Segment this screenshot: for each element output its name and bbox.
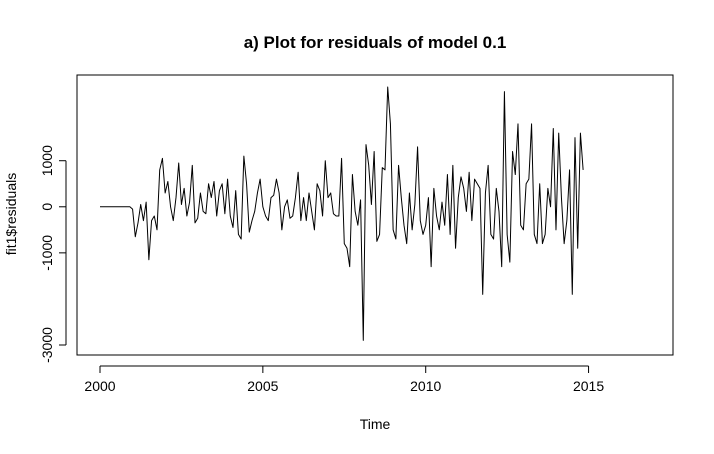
y-axis: -3000 -1000 0 1000 (39, 145, 67, 363)
chart-title: a) Plot for residuals of model 0.1 (244, 33, 507, 52)
x-axis-label: Time (360, 416, 391, 432)
x-tick-label: 2000 (84, 378, 115, 394)
y-tick-label: 1000 (39, 145, 55, 176)
y-tick-label: -3000 (39, 327, 55, 363)
y-tick-label: -1000 (39, 235, 55, 271)
x-tick-label: 2015 (573, 378, 604, 394)
y-axis-label: fit1$residuals (3, 173, 19, 256)
x-tick-label: 2010 (410, 378, 441, 394)
residual-series-line (100, 86, 584, 341)
plot-layer (100, 86, 584, 341)
plot-frame (76, 74, 674, 356)
x-tick-label: 2005 (247, 378, 278, 394)
x-axis: 2000 2005 2010 2015 (84, 365, 604, 394)
y-tick-label: 0 (39, 203, 55, 211)
